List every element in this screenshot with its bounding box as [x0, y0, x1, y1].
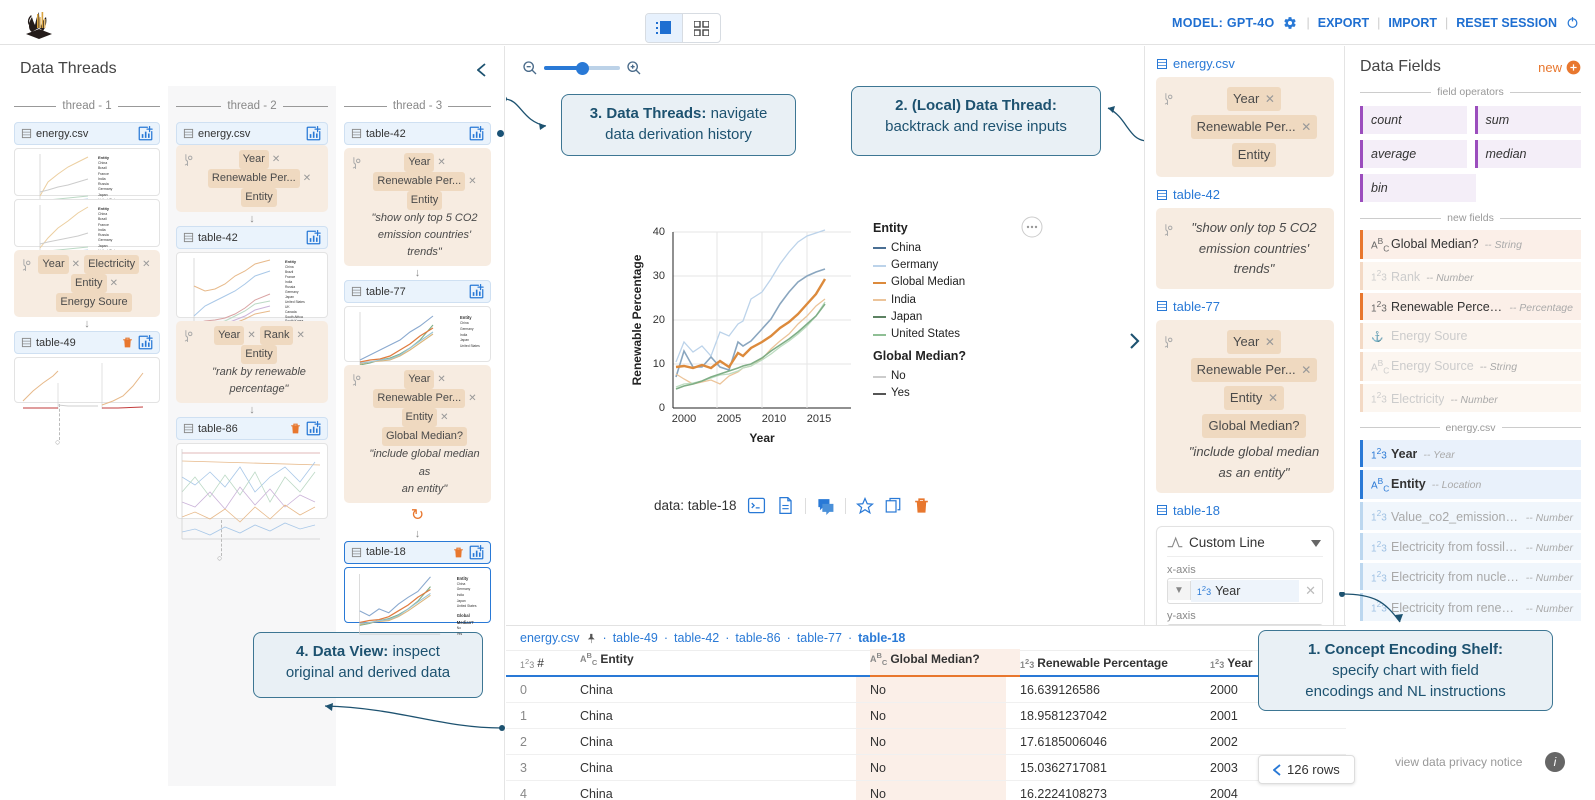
svg-text:2015: 2015: [807, 413, 831, 425]
svg-text:0: 0: [659, 402, 665, 414]
svg-text:10: 10: [653, 358, 665, 370]
svg-text:2010: 2010: [762, 413, 786, 425]
svg-text:30: 30: [653, 270, 665, 282]
svg-text:2000: 2000: [672, 413, 696, 425]
svg-text:2005: 2005: [717, 413, 741, 425]
svg-text:20: 20: [653, 314, 665, 326]
svg-text:Year: Year: [749, 431, 775, 445]
svg-text:Renewable Percentage: Renewable Percentage: [631, 254, 644, 385]
svg-text:40: 40: [653, 226, 665, 238]
